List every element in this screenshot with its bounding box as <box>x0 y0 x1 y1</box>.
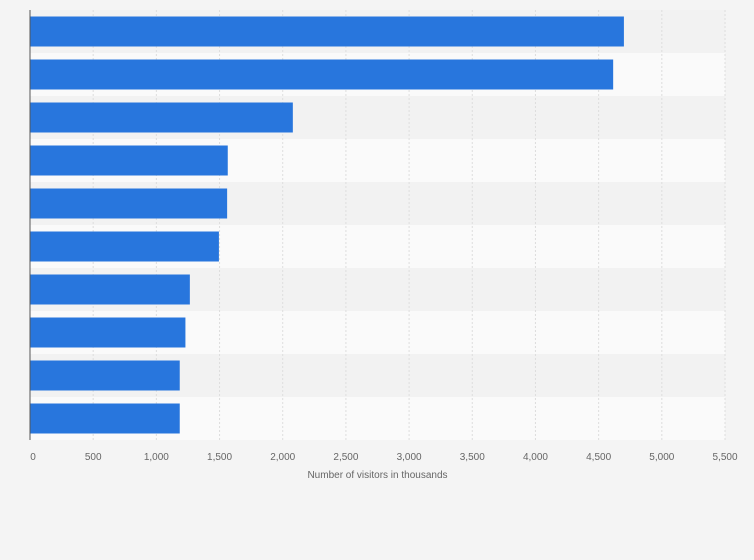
x-tick-label-1500: 1,500 <box>207 452 232 463</box>
bar-9[interactable] <box>30 360 180 391</box>
x-tick-label-5500: 5,500 <box>712 452 737 463</box>
bar-4[interactable] <box>30 145 228 176</box>
x-tick-label-0: 0 <box>30 452 36 463</box>
bar-10[interactable] <box>30 403 180 434</box>
bar-2[interactable] <box>30 59 614 90</box>
x-tick-label-3000: 3,000 <box>397 452 422 463</box>
x-tick-label-2500: 2,500 <box>333 452 358 463</box>
x-tick-label-1000: 1,000 <box>144 452 169 463</box>
bar-8[interactable] <box>30 317 186 348</box>
x-tick-label-5000: 5,000 <box>649 452 674 463</box>
bar-1[interactable] <box>30 16 624 47</box>
bars <box>30 16 624 434</box>
x-axis-title: Number of visitors in thousands <box>307 470 447 481</box>
x-tick-label-4000: 4,000 <box>523 452 548 463</box>
x-tick-label-2000: 2,000 <box>270 452 295 463</box>
bar-5[interactable] <box>30 188 228 219</box>
x-tick-labels: 0 500 1,000 1,500 2,000 2,500 3,000 3,500 4,000 4… <box>30 452 738 463</box>
bar-7[interactable] <box>30 274 190 305</box>
x-tick-label-4500: 4,500 <box>586 452 611 463</box>
bar-3[interactable] <box>30 102 293 133</box>
x-tick-label-3500: 3,500 <box>460 452 485 463</box>
bar-6[interactable] <box>30 231 219 262</box>
x-tick-label-500: 500 <box>85 452 102 463</box>
